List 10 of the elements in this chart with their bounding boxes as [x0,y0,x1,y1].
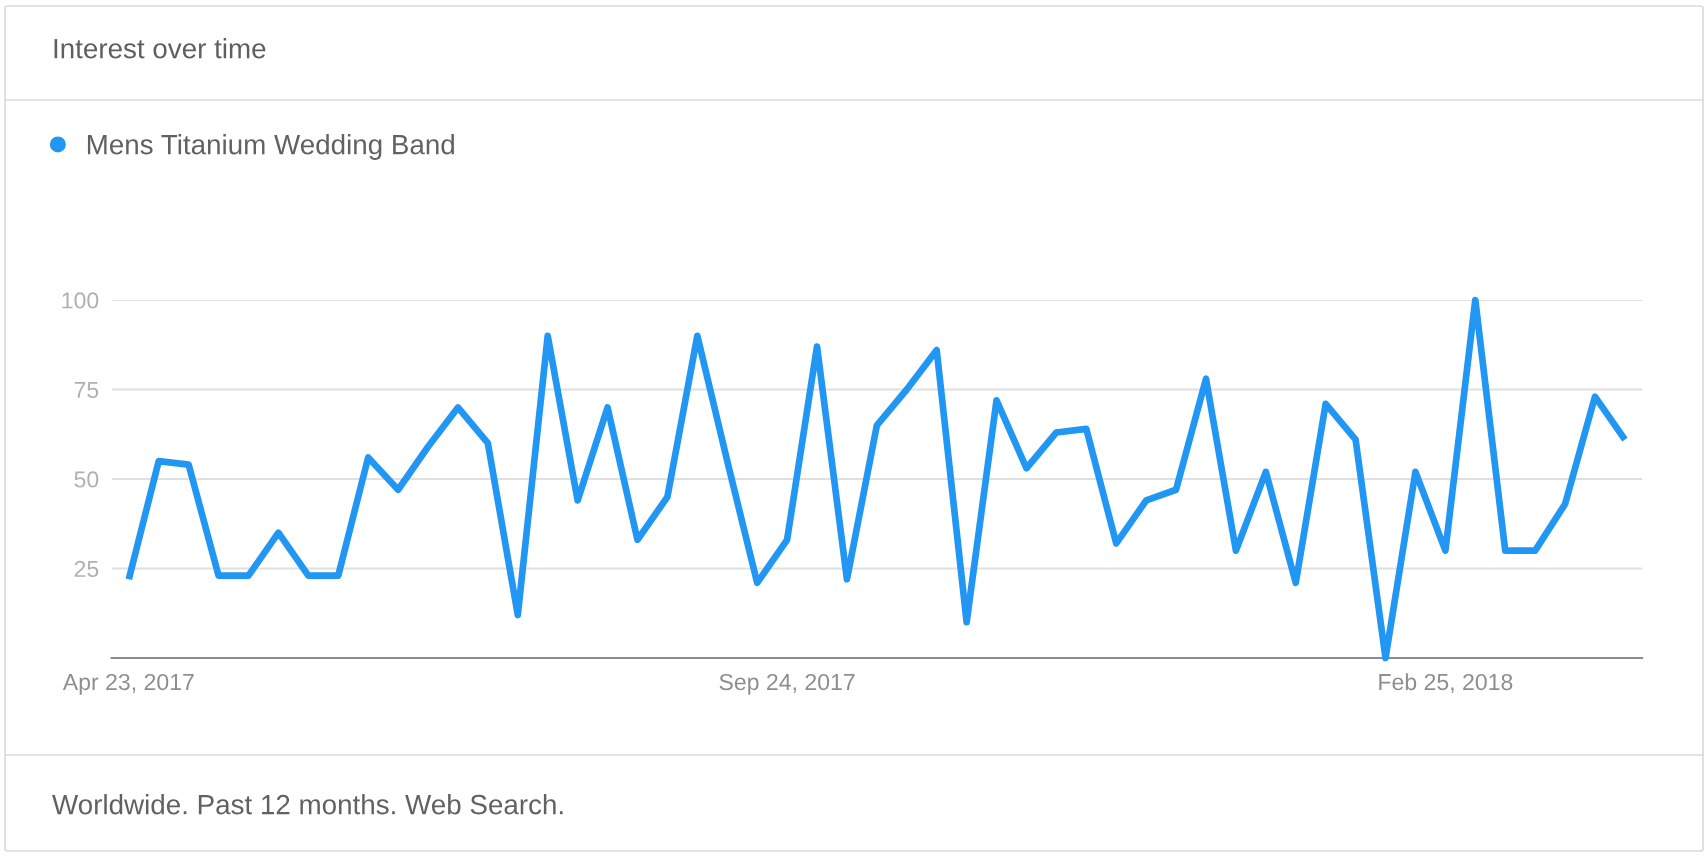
y-tick-label: 50 [74,471,99,488]
x-tick-label: Sep 24, 2017 [719,673,855,695]
y-tick-label: 100 [62,292,99,309]
chart-title: Interest over time [54,38,266,59]
x-tick-label: Apr 23, 2017 [62,673,194,695]
y-tick-label: 75 [74,381,99,399]
legend-label: Mens Titanium Wedding Band [87,134,454,160]
x-tick-label: Feb 25, 2018 [1379,673,1513,693]
y-tick-label: 25 [74,560,99,578]
text: Worldwide. Past 12 months. Web Search. [52,794,563,815]
